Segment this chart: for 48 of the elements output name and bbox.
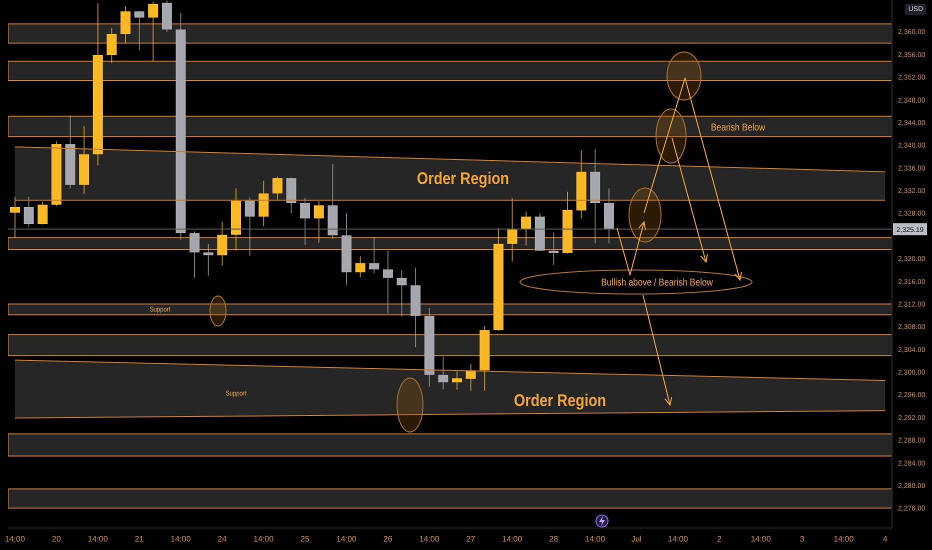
candlestick [396, 269, 407, 317]
candlestick [190, 230, 200, 278]
candlestick [507, 197, 518, 262]
candlestick [382, 250, 393, 314]
x-tick-label: 14:00 [834, 534, 854, 544]
candlestick [272, 176, 282, 200]
x-tick-label: 3 [800, 534, 805, 544]
annotation: Bullish above / Bearish Below [601, 276, 714, 288]
x-tick-label: 20 [52, 534, 62, 544]
candlestick [300, 197, 310, 246]
candlestick [24, 196, 34, 228]
candlestick [10, 196, 20, 238]
candlestick [106, 27, 117, 64]
x-tick-label: 14:00 [750, 534, 772, 544]
x-tick-label: 21 [134, 534, 144, 544]
x-tick-label: 14:00 [585, 534, 606, 544]
annotation: Order Region [514, 392, 606, 410]
x-tick-label: Jul [631, 534, 642, 544]
x-tick-label: 28 [549, 534, 559, 544]
candlestick [369, 236, 380, 274]
candlestick [258, 180, 269, 227]
x-tick-label: 24 [218, 534, 228, 544]
candlestick [38, 201, 48, 226]
x-tick-label: 14:00 [170, 534, 192, 544]
candlestick [314, 200, 324, 244]
x-tick-label: 14:00 [88, 534, 108, 544]
x-tick-label: 4 [882, 534, 888, 544]
candlestick [438, 356, 448, 390]
x-tick-label: 14:00 [419, 534, 440, 544]
x-tick-label: 14:00 [336, 534, 357, 544]
x-tick-label: 14:00 [254, 534, 274, 544]
candlestick [244, 196, 255, 256]
x-tick-label: 26 [383, 534, 393, 544]
candlestick [217, 221, 228, 266]
x-tick-label: 27 [466, 534, 476, 544]
annotation: Order Region [416, 170, 510, 188]
candlestick [355, 256, 366, 278]
candlestick [120, 6, 130, 44]
x-tick-label: 2 [717, 534, 722, 544]
x-tick-label: 14:00 [4, 534, 26, 544]
annotation: Bearish Below [710, 122, 766, 133]
candlestick [521, 211, 532, 246]
candlestick [548, 232, 559, 266]
x-tick-label: 14:00 [502, 534, 523, 544]
candlestick [148, 1, 158, 62]
x-tick-label: 25 [300, 534, 310, 544]
candlestick [134, 10, 144, 50]
x-tick-label: 14:00 [668, 534, 688, 544]
